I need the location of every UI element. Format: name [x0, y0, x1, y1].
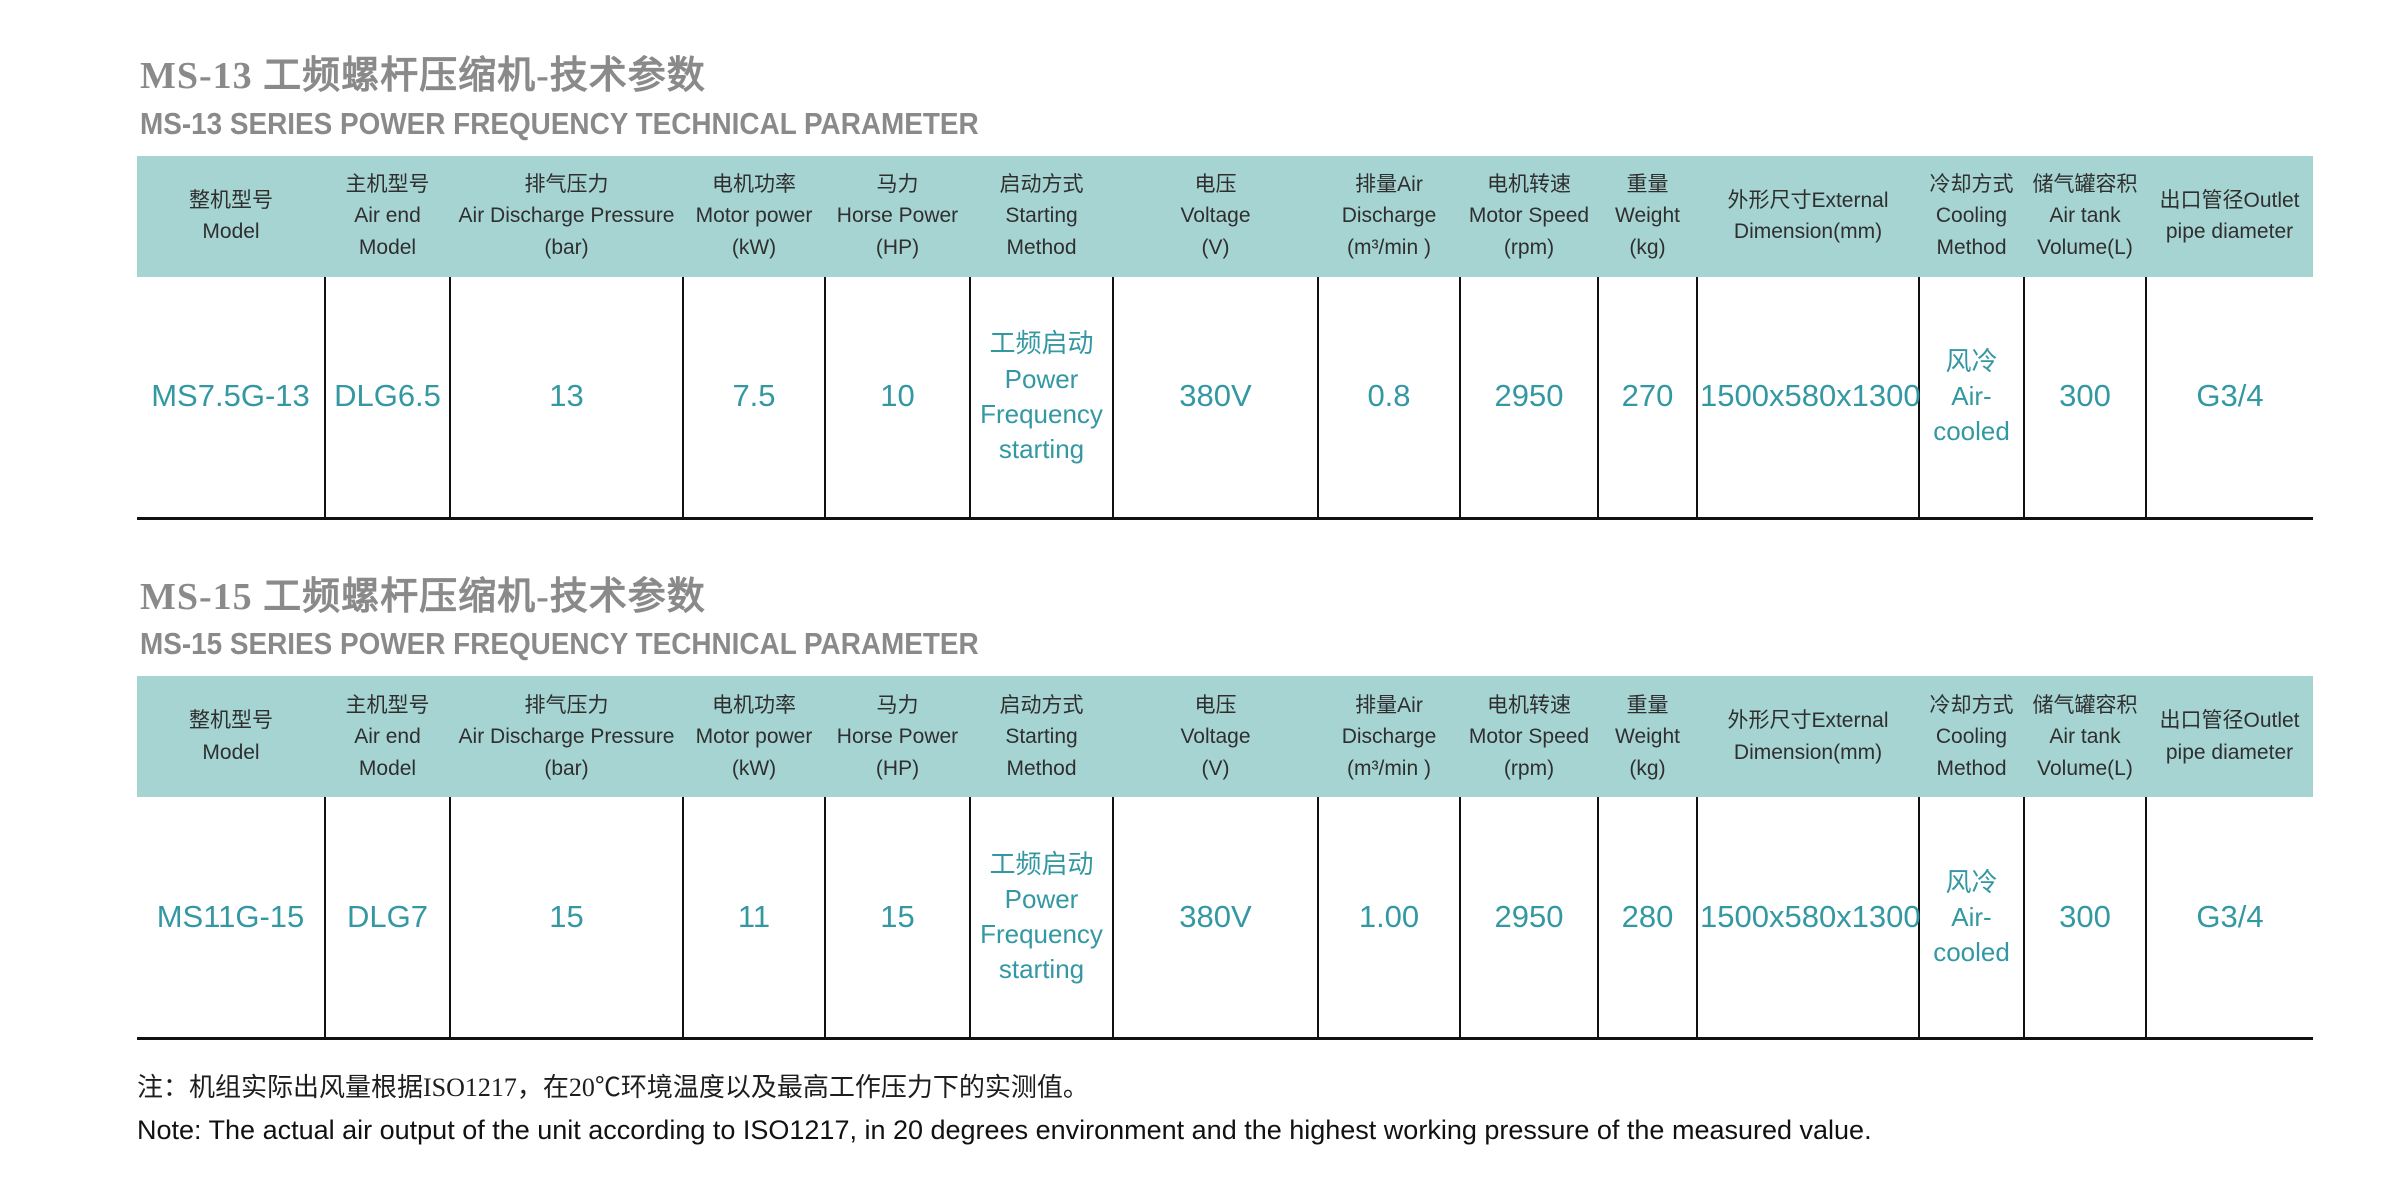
cell-voltage: 380V	[1112, 797, 1318, 1039]
cell-cooling-method: 风冷 Air- cooled	[1918, 276, 2024, 519]
header-cell-horse-power: 马力 Horse Power (HP)	[825, 676, 970, 798]
header-cell-air-discharge: 排量Air Discharge (m³/min )	[1318, 676, 1460, 798]
header-cell-air-tank-volume: 储气罐容积 Air tank Volume(L)	[2024, 155, 2146, 277]
header-row: 整机型号 Model 主机型号 Air end Model 排气压力 Air D…	[137, 676, 2313, 798]
cell-external-dimension: 1500x580x1300	[1696, 276, 1921, 519]
cell-motor-power: 11	[682, 797, 825, 1039]
cell-external-dimension: 1500x580x1300	[1696, 797, 1921, 1039]
header-cell-model: 整机型号 Model	[137, 676, 325, 798]
cell-cooling-method: 风冷 Air- cooled	[1918, 797, 2024, 1039]
header-cell-model: 整机型号 Model	[137, 155, 325, 277]
header-cell-air-discharge: 排量Air Discharge (m³/min )	[1318, 155, 1460, 277]
header-cell-motor-power: 电机功率 Motor power (kW)	[683, 155, 825, 277]
header-cell-motor-speed: 电机转速 Motor Speed (rpm)	[1460, 676, 1598, 798]
section-title-en: MS-15 SERIES POWER FREQUENCY TECHNICAL P…	[140, 626, 979, 662]
header-cell-starting-method: 启动方式 Starting Method	[970, 155, 1113, 277]
header-cell-horse-power: 马力 Horse Power (HP)	[825, 155, 970, 277]
section-title-zh: MS-15 工频螺杆压缩机-技术参数	[140, 575, 706, 618]
header-cell-outlet-pipe-diameter: 出口管径Outlet pipe diameter	[2146, 155, 2313, 277]
header-cell-air-end-model: 主机型号 Air end Model	[325, 155, 450, 277]
cell-air-tank-volume: 300	[2023, 276, 2146, 519]
section-ms15: MS-15 工频螺杆压缩机-技术参数 MS-15 SERIES POWER FR…	[0, 576, 2391, 1041]
cell-horse-power: 15	[824, 797, 970, 1039]
cell-motor-power: 7.5	[682, 276, 825, 519]
cell-model: MS7.5G-13	[137, 276, 325, 519]
header-cell-cooling-method: 冷却方式 Cooling Method	[1919, 676, 2024, 798]
cell-starting-method: 工频启动 Power Frequency starting	[969, 797, 1113, 1039]
section-ms13: MS-13 工频螺杆压缩机-技术参数 MS-13 SERIES POWER FR…	[0, 55, 2391, 520]
header-cell-weight: 重量 Weight (kg)	[1598, 155, 1697, 277]
header-cell-motor-power: 电机功率 Motor power (kW)	[683, 676, 825, 798]
cell-air-end-model: DLG6.5	[324, 276, 450, 519]
header-cell-external-dimension: 外形尺寸External Dimension(mm)	[1697, 155, 1919, 277]
parameters-table-ms15: 整机型号 Model 主机型号 Air end Model 排气压力 Air D…	[137, 676, 2313, 1041]
cell-model: MS11G-15	[137, 797, 325, 1039]
cell-outlet-pipe-diameter: G3/4	[2145, 276, 2313, 519]
cell-air-discharge: 1.00	[1317, 797, 1460, 1039]
header-cell-air-end-model: 主机型号 Air end Model	[325, 676, 450, 798]
cell-air-tank-volume: 300	[2023, 797, 2146, 1039]
table-row: MS11G-15 DLG7 15 11 15 工频启动 Power Freque…	[137, 797, 2313, 1039]
cell-motor-speed: 2950	[1459, 797, 1598, 1039]
header-cell-outlet-pipe-diameter: 出口管径Outlet pipe diameter	[2146, 676, 2313, 798]
header-cell-cooling-method: 冷却方式 Cooling Method	[1919, 155, 2024, 277]
cell-air-discharge-pressure: 15	[449, 797, 683, 1039]
cell-horse-power: 10	[824, 276, 970, 519]
cell-air-discharge-pressure: 13	[449, 276, 683, 519]
header-cell-air-discharge-pressure: 排气压力 Air Discharge Pressure (bar)	[450, 676, 683, 798]
cell-weight: 280	[1597, 797, 1697, 1039]
cell-air-discharge: 0.8	[1317, 276, 1460, 519]
header-cell-external-dimension: 外形尺寸External Dimension(mm)	[1697, 676, 1919, 798]
parameters-table-ms13: 整机型号 Model 主机型号 Air end Model 排气压力 Air D…	[137, 155, 2313, 520]
footnote-zh: 注：机组实际出风量根据ISO1217，在20℃环境温度以及最高工作压力下的实测值…	[137, 1073, 1089, 1103]
header-cell-weight: 重量 Weight (kg)	[1598, 676, 1697, 798]
header-cell-air-tank-volume: 储气罐容积 Air tank Volume(L)	[2024, 676, 2146, 798]
header-row: 整机型号 Model 主机型号 Air end Model 排气压力 Air D…	[137, 155, 2313, 277]
section-title-en: MS-13 SERIES POWER FREQUENCY TECHNICAL P…	[140, 105, 979, 141]
cell-motor-speed: 2950	[1459, 276, 1598, 519]
header-cell-motor-speed: 电机转速 Motor Speed (rpm)	[1460, 155, 1598, 277]
header-cell-voltage: 电压 Voltage (V)	[1113, 155, 1318, 277]
spec-sheet: MS-13 工频螺杆压缩机-技术参数 MS-13 SERIES POWER FR…	[0, 55, 2391, 1146]
cell-weight: 270	[1597, 276, 1697, 519]
table-row: MS7.5G-13 DLG6.5 13 7.5 10 工频启动 Power Fr…	[137, 276, 2313, 519]
header-cell-air-discharge-pressure: 排气压力 Air Discharge Pressure (bar)	[450, 155, 683, 277]
footnote-en: Note: The actual air output of the unit …	[137, 1115, 1872, 1146]
cell-outlet-pipe-diameter: G3/4	[2145, 797, 2313, 1039]
section-title-zh: MS-13 工频螺杆压缩机-技术参数	[140, 55, 706, 97]
cell-voltage: 380V	[1112, 276, 1318, 519]
header-cell-starting-method: 启动方式 Starting Method	[970, 676, 1113, 798]
cell-starting-method: 工频启动 Power Frequency starting	[969, 276, 1113, 519]
cell-air-end-model: DLG7	[324, 797, 450, 1039]
header-cell-voltage: 电压 Voltage (V)	[1113, 676, 1318, 798]
